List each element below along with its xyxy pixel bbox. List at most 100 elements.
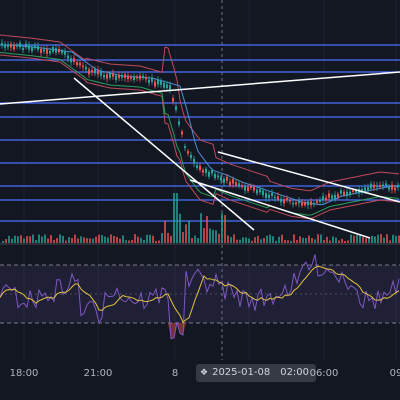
volume-bar xyxy=(284,240,286,243)
volume-bar xyxy=(140,237,142,243)
volume-bar xyxy=(197,238,199,243)
candle xyxy=(250,186,252,188)
volume-bar xyxy=(236,239,238,243)
price-pane[interactable] xyxy=(0,0,400,243)
candle xyxy=(70,58,72,63)
volume-bar xyxy=(17,236,19,243)
volume-bar xyxy=(200,213,202,243)
candle xyxy=(157,79,159,85)
candle xyxy=(304,202,306,206)
volume-bar xyxy=(5,239,7,243)
volume-bar xyxy=(218,233,220,243)
volume-bar xyxy=(71,238,73,243)
volume-bar xyxy=(65,240,67,243)
trendline-0 xyxy=(0,71,400,105)
candle xyxy=(205,168,207,173)
candle xyxy=(28,44,30,50)
volume-bar xyxy=(263,238,265,243)
volume-bar xyxy=(371,235,373,243)
volume-bar xyxy=(392,234,394,243)
rsi-oversold-fill-1 xyxy=(168,323,186,339)
volume-bar xyxy=(329,240,331,243)
candle xyxy=(100,71,102,76)
volume-bar xyxy=(215,230,217,243)
candle xyxy=(175,106,177,110)
volume-bar xyxy=(11,238,13,243)
candle xyxy=(10,43,12,48)
candle xyxy=(178,121,180,125)
candle xyxy=(193,158,195,164)
volume-bar xyxy=(293,234,295,243)
candle xyxy=(121,75,123,78)
candle xyxy=(31,47,33,52)
candle xyxy=(328,193,330,198)
volume-bar xyxy=(62,235,64,243)
candle xyxy=(385,183,387,186)
volume-bar xyxy=(221,213,223,243)
candle xyxy=(301,202,303,206)
candle xyxy=(352,190,354,192)
time-tick-18-00: 18:00 xyxy=(9,368,39,379)
candle xyxy=(91,70,93,73)
volume-bar xyxy=(128,240,130,243)
keltner-lower-band xyxy=(0,52,400,216)
candle xyxy=(397,185,399,188)
candle xyxy=(331,195,333,199)
candle xyxy=(112,73,114,77)
candle xyxy=(142,75,144,79)
candle xyxy=(109,73,111,78)
time-axis[interactable]: 18:00 21:00 8 ❖ 2025-01-08 02:00 06:00 0… xyxy=(0,360,400,400)
volume-bar xyxy=(281,234,283,243)
volume-bar xyxy=(44,234,46,243)
candle xyxy=(388,187,390,190)
volume-bar xyxy=(86,238,88,243)
volume-bar xyxy=(269,234,271,243)
volume-bar xyxy=(326,236,328,243)
candle xyxy=(34,45,36,48)
volume-bar xyxy=(155,240,157,243)
volume-bar xyxy=(29,236,31,243)
volume-bar xyxy=(233,234,235,243)
candle xyxy=(52,47,54,52)
candle xyxy=(166,84,168,89)
candle xyxy=(124,74,126,78)
volume-bar xyxy=(173,193,175,243)
candle xyxy=(310,201,312,206)
candle xyxy=(223,178,225,183)
volume-bar xyxy=(347,240,349,243)
candle xyxy=(370,183,372,189)
volume-bar xyxy=(50,235,52,243)
bollinger-lower-band xyxy=(0,54,400,220)
candle xyxy=(43,49,45,52)
candle xyxy=(208,171,210,177)
volume-bar xyxy=(206,216,208,243)
candle xyxy=(85,66,87,70)
volume-bar xyxy=(383,237,385,243)
candle xyxy=(196,165,198,168)
candle xyxy=(172,98,174,102)
candle xyxy=(316,200,318,203)
candle xyxy=(355,190,357,193)
candle xyxy=(103,75,105,78)
candle xyxy=(64,51,66,55)
crosshair-time: 02:00 xyxy=(280,367,310,378)
candle xyxy=(25,43,27,48)
candle xyxy=(277,196,279,200)
volume-bar xyxy=(92,238,94,243)
volume-bar xyxy=(227,235,229,243)
candle xyxy=(94,69,96,74)
trendline-2 xyxy=(189,179,371,239)
pane-divider[interactable] xyxy=(0,243,400,245)
candle xyxy=(289,200,291,202)
volume-bar xyxy=(98,234,100,243)
candle xyxy=(58,49,60,53)
volume-bar xyxy=(26,236,28,243)
volume-bar xyxy=(116,236,118,243)
candle xyxy=(292,202,294,205)
candle xyxy=(169,85,171,90)
candle xyxy=(334,195,336,200)
rsi-pane[interactable] xyxy=(0,245,400,360)
volume-bar xyxy=(179,213,181,243)
candle xyxy=(364,187,366,191)
